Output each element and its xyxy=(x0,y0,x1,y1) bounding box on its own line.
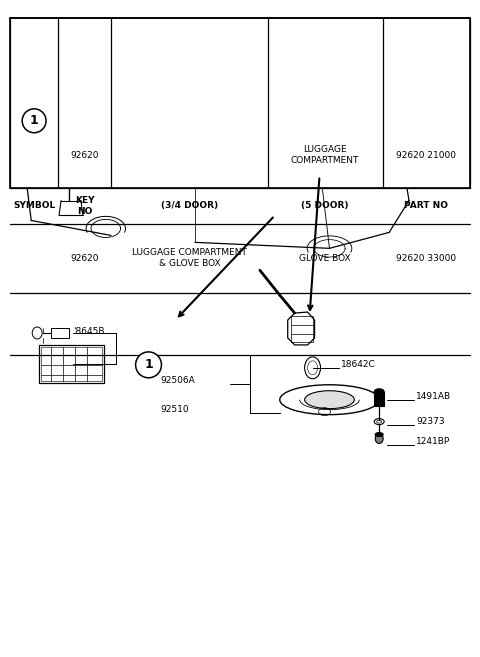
Bar xyxy=(339,156,384,175)
Ellipse shape xyxy=(280,385,379,415)
Ellipse shape xyxy=(374,419,384,424)
Bar xyxy=(232,156,257,173)
Text: (3/4 DOOR): (3/4 DOOR) xyxy=(161,201,218,210)
Bar xyxy=(51,101,195,161)
Text: 1491AB: 1491AB xyxy=(416,392,451,401)
Bar xyxy=(367,156,392,173)
Ellipse shape xyxy=(32,327,42,339)
Bar xyxy=(339,156,364,173)
Ellipse shape xyxy=(374,389,384,395)
Circle shape xyxy=(22,109,46,133)
Text: (5 DOOR): (5 DOOR) xyxy=(301,201,349,210)
Ellipse shape xyxy=(375,432,383,436)
Circle shape xyxy=(136,352,161,378)
Text: 92373: 92373 xyxy=(416,417,444,426)
Text: 1: 1 xyxy=(144,358,153,371)
Bar xyxy=(59,157,79,169)
Text: 92620: 92620 xyxy=(71,254,99,263)
Text: 18642C: 18642C xyxy=(341,360,376,369)
Bar xyxy=(374,392,384,405)
Text: GLOVE BOX: GLOVE BOX xyxy=(300,254,351,263)
Text: 1: 1 xyxy=(30,114,38,127)
Ellipse shape xyxy=(305,391,354,409)
Bar xyxy=(10,18,470,188)
Bar xyxy=(291,316,312,342)
Bar xyxy=(51,328,69,338)
Text: PART NO: PART NO xyxy=(404,201,448,210)
Text: 92620 33000: 92620 33000 xyxy=(396,254,456,263)
Ellipse shape xyxy=(305,357,321,379)
Ellipse shape xyxy=(375,434,383,443)
Bar xyxy=(260,156,285,173)
Text: LUGGAGE
COMPARTMENT: LUGGAGE COMPARTMENT xyxy=(291,145,360,165)
Text: LUGGAGE COMPARTMENT
& GLOVE BOX: LUGGAGE COMPARTMENT & GLOVE BOX xyxy=(132,248,247,268)
Text: 92510: 92510 xyxy=(160,405,189,414)
Text: 92620 21000: 92620 21000 xyxy=(396,150,456,160)
Text: 92620: 92620 xyxy=(71,150,99,160)
Bar xyxy=(230,46,399,175)
Bar xyxy=(39,345,104,383)
Text: '8645B: '8645B xyxy=(73,327,105,336)
Text: KEY
NO: KEY NO xyxy=(75,196,95,215)
Text: SYMBOL: SYMBOL xyxy=(13,201,55,210)
Bar xyxy=(71,109,136,148)
Bar xyxy=(41,347,102,381)
Text: 92506A: 92506A xyxy=(160,376,195,385)
Text: 1241BP: 1241BP xyxy=(416,437,450,446)
Polygon shape xyxy=(288,312,314,345)
